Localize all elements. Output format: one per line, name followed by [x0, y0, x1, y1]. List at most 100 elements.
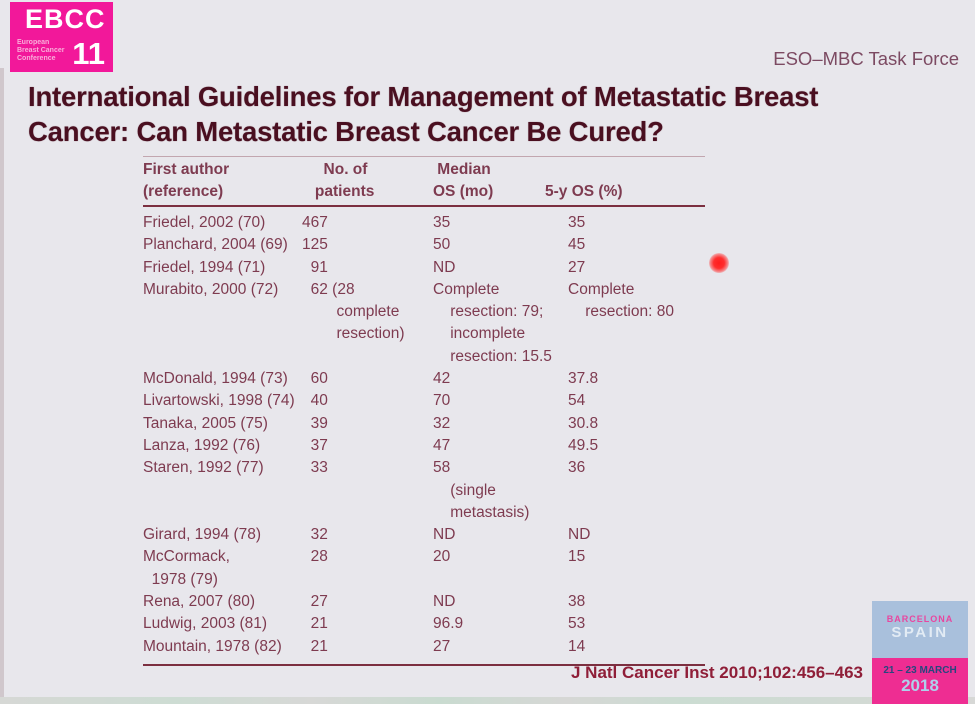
- table-row: Lanza, 1992 (76) 37 47 49.5: [143, 435, 705, 457]
- cell-author: Friedel, 1994 (71): [143, 258, 266, 276]
- table-row: Friedel, 1994 (71) 91 ND 27: [143, 257, 705, 279]
- cell-os5: 27: [568, 258, 586, 276]
- cell-median: 50: [433, 236, 451, 254]
- cell-median: 20: [433, 548, 451, 566]
- cell-os5: Complete resection: 80: [568, 280, 674, 321]
- table-row: Planchard, 2004 (69) 125 50 45: [143, 234, 705, 256]
- cell-median: 42: [433, 370, 451, 388]
- cell-patients: 21: [302, 637, 328, 655]
- cell-author: McDonald, 1994 (73): [143, 370, 288, 388]
- conference-badge: BARCELONA SPAIN 21 – 23 MARCH 2018: [872, 601, 968, 704]
- cell-patients: 37: [302, 436, 328, 454]
- cell-os5: 37.8: [568, 370, 599, 388]
- header-5y-os: 5-y OS (%): [545, 182, 623, 200]
- cell-author: McCormack, 1978 (79): [143, 548, 230, 588]
- cell-patients: 32: [302, 526, 328, 544]
- cell-median: Complete resection: 79; incomplete resec…: [433, 280, 552, 365]
- ebcc-logo-acronym: EBCC: [25, 4, 106, 34]
- ebcc-logo-subtitle-line: Breast Cancer: [17, 47, 65, 54]
- badge-year: 2018: [901, 676, 939, 695]
- cell-os5: 38: [568, 593, 586, 611]
- survival-table: First author (reference) No. of patients…: [143, 156, 705, 666]
- table-body: Friedel, 2002 (70) 467 35 35 Planchard, 2004…: [143, 212, 705, 666]
- cell-patients: 33: [302, 459, 328, 477]
- cell-median: 27: [433, 637, 451, 655]
- cell-os5: 15: [568, 548, 586, 566]
- cell-author: Livartowski, 1998 (74): [143, 392, 295, 410]
- cell-os5: 36: [568, 459, 586, 477]
- conference-badge-date: 21 – 23 MARCH 2018: [872, 658, 968, 704]
- cell-author: Mountain, 1978 (82): [143, 637, 282, 655]
- cell-os5: 30.8: [568, 414, 599, 432]
- cell-author: Friedel, 2002 (70): [143, 214, 266, 231]
- ebcc-logo-subtitle-line: Conference: [17, 55, 56, 62]
- cell-patients: 60: [302, 370, 328, 388]
- badge-country: SPAIN: [891, 624, 949, 641]
- cell-os5: 14: [568, 637, 586, 655]
- cell-author: Lanza, 1992 (76): [143, 436, 261, 454]
- conference-badge-location: BARCELONA SPAIN: [872, 601, 968, 658]
- photo-bottom-edge: [0, 697, 975, 704]
- ebcc-logo-subtitle: European Breast Cancer Conference: [17, 39, 64, 63]
- cell-patients: 40: [302, 392, 328, 410]
- cell-os5: 35: [568, 214, 586, 231]
- cell-patients: 62 (28 complete resection): [310, 280, 405, 343]
- table-row: Ludwig, 2003 (81) 21 96.9 53: [143, 613, 705, 635]
- table-row: Rena, 2007 (80) 27 ND 38: [143, 591, 705, 613]
- cell-median: ND: [433, 526, 456, 544]
- laser-pointer-dot: [709, 253, 729, 273]
- cell-patients: 28: [302, 548, 328, 566]
- table-row: Friedel, 2002 (70) 467 35 35: [143, 212, 705, 234]
- cell-patients: 27: [302, 593, 328, 611]
- slide-title-line2: Cancer: Can Metastatic Breast Cancer Be …: [28, 115, 664, 147]
- ebcc-logo-subtitle-line: European: [17, 39, 50, 46]
- header-median-os: Median OS (mo): [433, 161, 494, 200]
- journal-citation: J Natl Cancer Inst 2010;102:456–463: [570, 663, 863, 682]
- cell-patients: 91: [302, 258, 328, 276]
- cell-author: Murabito, 2000 (72): [143, 280, 279, 298]
- table-row: Girard, 1994 (78) 32 ND ND: [143, 524, 705, 546]
- cell-median: 47: [433, 436, 451, 454]
- cell-os5: 45: [568, 236, 586, 254]
- cell-patients: 467: [302, 214, 328, 231]
- table-row: McCormack, 1978 (79) 28 20 15: [143, 546, 705, 591]
- slide-title: International Guidelines for Management …: [28, 80, 958, 149]
- badge-dates: 21 – 23 MARCH: [883, 665, 957, 676]
- cell-author: Rena, 2007 (80): [143, 593, 256, 611]
- table-row: Mountain, 1978 (82) 21 27 14: [143, 636, 705, 658]
- table-row: Livartowski, 1998 (74) 40 70 54: [143, 390, 705, 412]
- photo-left-edge: [0, 68, 4, 698]
- cell-os5: 49.5: [568, 436, 599, 454]
- task-force-label: ESO–MBC Task Force: [773, 48, 959, 69]
- ebcc-logo: EBCC European Breast Cancer Conference 1…: [10, 2, 113, 72]
- cell-author: Girard, 1994 (78): [143, 526, 262, 544]
- cell-author: Staren, 1992 (77): [143, 459, 264, 477]
- badge-city: BARCELONA: [886, 614, 954, 624]
- cell-median: 58 (single metastasis): [433, 459, 530, 521]
- cell-median: ND: [433, 258, 456, 276]
- table-row: McDonald, 1994 (73) 60 42 37.8: [143, 368, 705, 390]
- cell-median: 35: [433, 214, 451, 231]
- slide-title-line1: International Guidelines for Management …: [28, 81, 819, 112]
- cell-patients: 39: [302, 414, 328, 432]
- ebcc-logo-number: 11: [72, 36, 105, 71]
- cell-author: Planchard, 2004 (69): [143, 236, 288, 254]
- cell-patients: 21: [302, 615, 328, 633]
- cell-median: 70: [433, 392, 451, 410]
- cell-os5: 53: [568, 615, 586, 633]
- cell-median: 96.9: [433, 615, 464, 633]
- table-row: Murabito, 2000 (72) 62 (28 complete rese…: [143, 279, 705, 368]
- table-row: Tanaka, 2005 (75) 39 32 30.8: [143, 413, 705, 435]
- cell-median: ND: [433, 593, 456, 611]
- cell-author: Tanaka, 2005 (75): [143, 414, 268, 432]
- header-no-of-patients: No. of patients: [314, 161, 375, 200]
- table-row: Staren, 1992 (77) 33 58 (single metastasi…: [143, 457, 705, 524]
- cell-median: 32: [433, 414, 451, 432]
- cell-author: Ludwig, 2003 (81): [143, 615, 268, 633]
- cell-patients: 125: [302, 236, 328, 254]
- cell-os5: 54: [568, 392, 586, 410]
- table-header-row: First author (reference) No. of patients…: [143, 156, 705, 207]
- header-first-author: First author (reference): [143, 161, 230, 200]
- cell-os5: ND: [568, 526, 591, 544]
